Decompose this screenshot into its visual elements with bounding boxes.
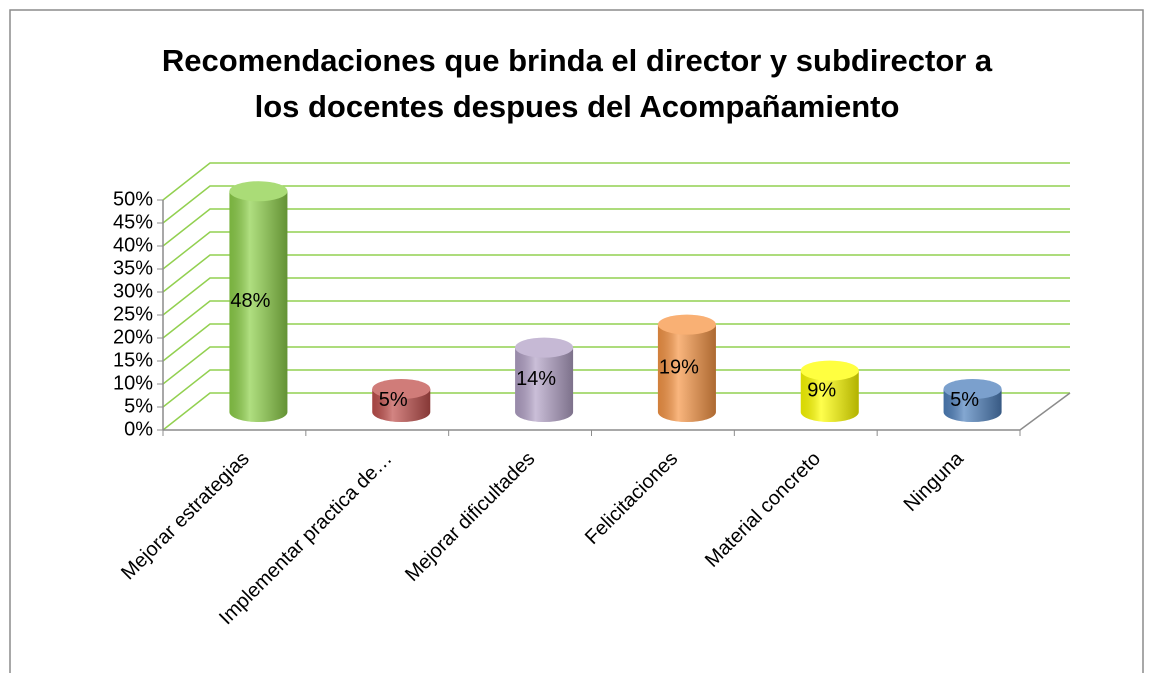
bar-top (657, 314, 716, 335)
x-tick-label: Material concreto (701, 448, 825, 572)
value-label: 19% (659, 357, 699, 379)
grid-line (162, 231, 1070, 270)
value-label: 14% (516, 368, 556, 390)
bar-top-shade (229, 181, 288, 202)
bar-top (943, 379, 1002, 399)
y-tick-label: 30% (113, 280, 153, 302)
cylinder (515, 337, 574, 422)
floor (163, 392, 1071, 431)
y-tick-label: 5% (124, 395, 153, 417)
bar-top (515, 337, 574, 358)
grid-line (162, 277, 1070, 316)
chart-title: Recomendaciones que brinda el director y… (161, 43, 993, 124)
cylinder (800, 360, 859, 422)
grid-line (162, 208, 1070, 247)
bar-shade (515, 347, 574, 422)
cylinder (657, 314, 716, 422)
y-tick-label: 35% (113, 257, 153, 279)
bar-shade (800, 370, 859, 422)
grid-line (162, 254, 1070, 293)
x-tick-label: Mejorar dificultades (401, 448, 539, 586)
bar-top-shade (657, 314, 716, 335)
grid-line (162, 185, 1070, 224)
x-tick-label: Implementar practica de… (215, 448, 396, 629)
x-tick-label: Felicitaciones (581, 448, 682, 549)
y-tick-label: 50% (113, 188, 153, 210)
grid-line (162, 346, 1070, 385)
cylinder (943, 379, 1002, 422)
cylinder (229, 181, 288, 422)
bar-top-shade (372, 379, 431, 399)
chart-border (9, 9, 1144, 673)
x-tick-label: Ninguna (900, 447, 969, 516)
x-tick-label: Mejorar estrategias (117, 448, 254, 585)
bar-top (372, 379, 431, 399)
bar-top-shade (800, 360, 859, 381)
y-tick-label: 40% (113, 234, 153, 256)
grid-line (162, 323, 1070, 362)
bar-shade (657, 324, 716, 422)
value-label: 5% (379, 389, 408, 411)
grid-line (162, 300, 1070, 339)
bar-top-shade (515, 337, 574, 358)
grid-line (162, 369, 1070, 408)
value-label: 48% (230, 290, 270, 312)
cylinder (372, 379, 431, 422)
y-tick-label: 45% (113, 211, 153, 233)
grid-line (162, 392, 1070, 431)
bar-top (229, 181, 288, 202)
y-tick-label: 0% (124, 418, 153, 440)
bar-top (800, 360, 859, 381)
value-label: 9% (807, 380, 836, 402)
grid-line (162, 162, 1070, 201)
value-label: 5% (950, 389, 979, 411)
y-tick-label: 20% (113, 326, 153, 348)
y-tick-label: 10% (113, 372, 153, 394)
bar-top-shade (943, 379, 1002, 399)
bar-shade (229, 191, 288, 422)
y-tick-label: 25% (113, 303, 153, 325)
y-tick-label: 15% (113, 349, 153, 371)
